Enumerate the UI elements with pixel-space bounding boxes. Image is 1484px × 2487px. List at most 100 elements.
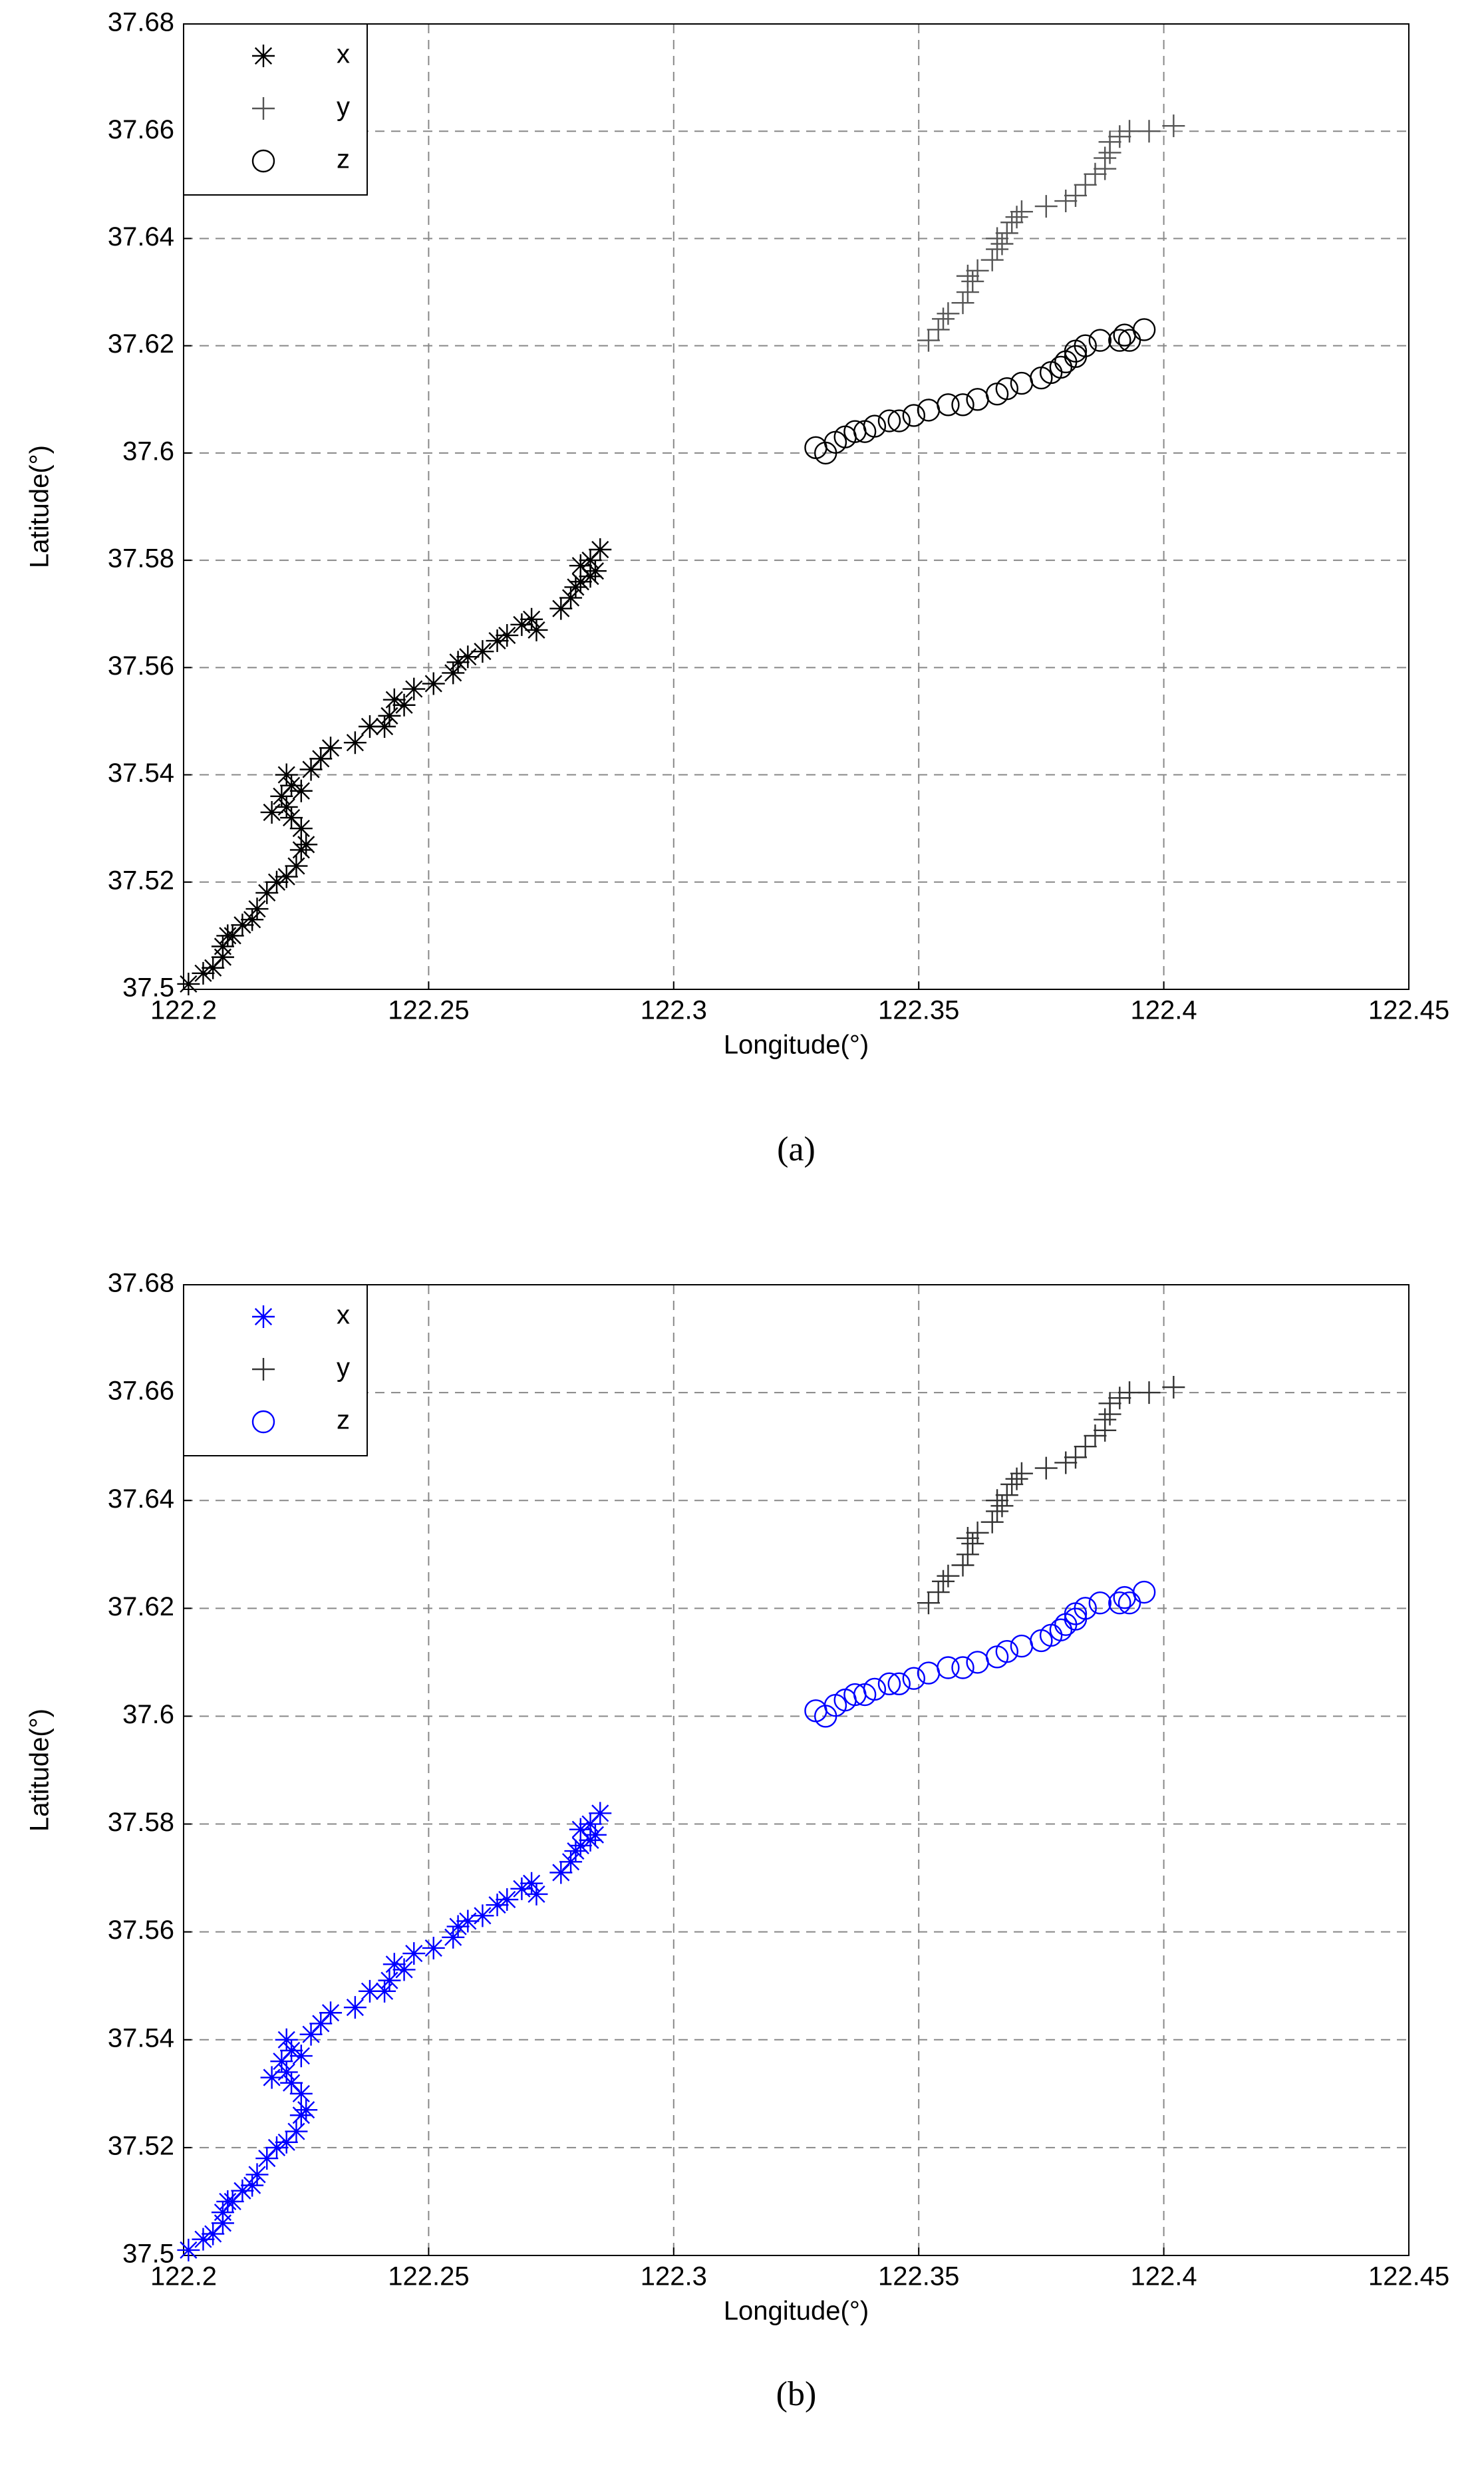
marker bbox=[902, 1667, 926, 1690]
x-tick-label: 122.2 bbox=[150, 996, 217, 1025]
marker bbox=[887, 1672, 911, 1696]
marker bbox=[995, 222, 1018, 245]
marker bbox=[1034, 195, 1058, 218]
marker bbox=[275, 795, 298, 818]
marker bbox=[270, 2050, 293, 2073]
marker bbox=[1074, 334, 1097, 357]
y-tick-label: 37.62 bbox=[108, 329, 174, 359]
marker bbox=[255, 881, 279, 904]
legend-box bbox=[183, 23, 368, 196]
chart: 122.2 122.25 122.3 122.35 122.4 122.45 37.5 37.… bbox=[25, 8, 1450, 1168]
marker bbox=[402, 1942, 426, 1965]
caption: (a) bbox=[777, 1130, 816, 1168]
marker bbox=[951, 291, 974, 315]
marker bbox=[937, 302, 960, 325]
marker bbox=[520, 607, 543, 631]
marker bbox=[1054, 1451, 1078, 1474]
y-tick-label: 37.58 bbox=[108, 544, 174, 574]
marker bbox=[1098, 130, 1121, 154]
marker bbox=[1000, 1472, 1024, 1496]
marker bbox=[589, 1802, 612, 1825]
marker bbox=[1108, 329, 1131, 352]
marker bbox=[260, 2066, 283, 2089]
marker bbox=[559, 586, 583, 609]
marker bbox=[289, 779, 313, 802]
marker bbox=[1074, 173, 1097, 196]
marker bbox=[937, 1656, 960, 1679]
marker bbox=[510, 1877, 533, 1900]
marker bbox=[986, 227, 1009, 250]
marker bbox=[1034, 1456, 1058, 1480]
marker bbox=[275, 2061, 298, 2084]
marker bbox=[299, 2023, 323, 2046]
marker bbox=[569, 1834, 592, 1857]
marker bbox=[319, 737, 343, 760]
marker bbox=[1118, 1381, 1141, 1405]
y-tick-label: 37.66 bbox=[108, 115, 174, 144]
marker bbox=[231, 913, 254, 937]
plot-area bbox=[184, 24, 1409, 989]
marker bbox=[990, 232, 1014, 255]
marker bbox=[402, 677, 426, 701]
marker bbox=[192, 961, 215, 985]
marker bbox=[289, 817, 313, 840]
marker bbox=[1137, 120, 1161, 143]
marker bbox=[255, 2147, 279, 2170]
marker bbox=[280, 2039, 303, 2062]
marker bbox=[583, 560, 607, 583]
marker bbox=[289, 2082, 313, 2105]
marker bbox=[995, 1484, 1018, 1507]
legend-marker bbox=[251, 149, 275, 173]
marker bbox=[1000, 211, 1024, 234]
marker bbox=[980, 248, 1004, 271]
marker bbox=[1074, 1597, 1097, 1620]
legend-marker bbox=[252, 1358, 275, 1381]
x-axis-label: Longitude(°) bbox=[724, 1031, 869, 1060]
y-tick-label: 37.54 bbox=[108, 2023, 174, 2053]
y-tick-label: 37.64 bbox=[108, 222, 174, 251]
marker bbox=[446, 651, 470, 674]
marker bbox=[285, 2120, 308, 2143]
marker bbox=[932, 307, 955, 331]
marker bbox=[937, 1564, 960, 1587]
axes-frame bbox=[183, 1284, 1410, 2256]
marker bbox=[1094, 1408, 1117, 1431]
marker bbox=[877, 1672, 901, 1696]
x-tick-label: 122.35 bbox=[878, 2262, 959, 2291]
marker bbox=[373, 715, 396, 739]
marker bbox=[1084, 1424, 1107, 1447]
marker bbox=[382, 1953, 406, 1976]
marker bbox=[966, 1521, 989, 1544]
marker bbox=[392, 1958, 416, 1981]
marker bbox=[1049, 1618, 1073, 1641]
marker bbox=[1162, 114, 1185, 138]
marker bbox=[1118, 120, 1141, 143]
marker bbox=[275, 2130, 298, 2154]
marker bbox=[442, 1925, 465, 1949]
marker bbox=[378, 1969, 401, 1992]
marker bbox=[1054, 190, 1078, 213]
y-axis-label: Latitude(°) bbox=[25, 445, 55, 568]
y-tick-label: 37.56 bbox=[108, 651, 174, 681]
marker bbox=[285, 854, 308, 878]
marker bbox=[579, 549, 602, 572]
y-tick-label: 37.68 bbox=[108, 8, 174, 37]
marker bbox=[559, 1850, 583, 1874]
marker bbox=[496, 1888, 519, 1911]
x-tick-label: 122.4 bbox=[1131, 996, 1197, 1025]
marker bbox=[956, 1526, 979, 1550]
marker bbox=[549, 1861, 573, 1884]
marker bbox=[309, 747, 333, 770]
legend-label: z bbox=[337, 1406, 350, 1435]
marker bbox=[917, 329, 940, 352]
marker bbox=[241, 2174, 264, 2197]
marker bbox=[211, 935, 234, 958]
marker bbox=[245, 2163, 269, 2186]
marker bbox=[270, 784, 293, 808]
marker bbox=[569, 570, 592, 593]
marker bbox=[446, 1915, 470, 1938]
y-tick-label: 37.68 bbox=[108, 1269, 174, 1298]
x-tick-label: 122.3 bbox=[641, 996, 707, 1025]
marker bbox=[937, 393, 960, 416]
